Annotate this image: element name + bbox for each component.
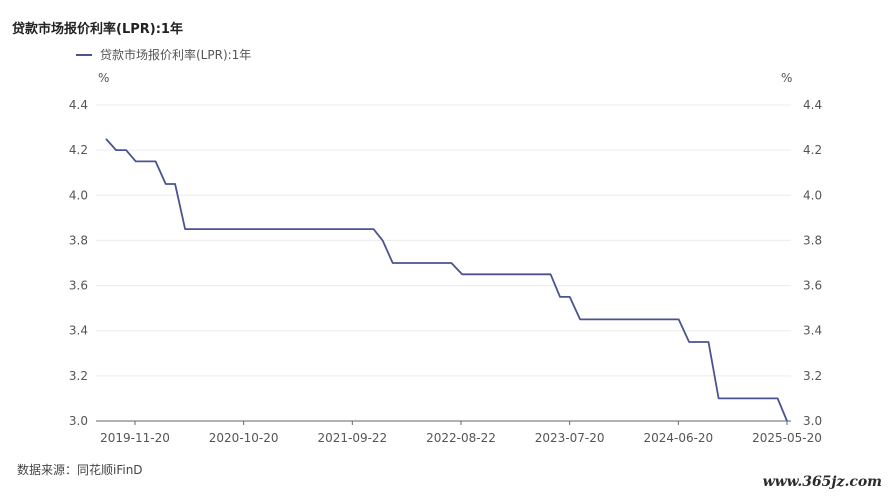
chart-title: 贷款市场报价利率(LPR):1年 xyxy=(12,22,183,37)
legend-swatch xyxy=(76,53,92,56)
data-point xyxy=(125,149,127,151)
data-point xyxy=(708,341,710,343)
data-point xyxy=(461,273,463,275)
x-tick-label: 2024-06-20 xyxy=(643,431,713,445)
data-point xyxy=(105,138,107,140)
y-tick-label-right: 3.6 xyxy=(803,279,822,293)
data-point xyxy=(550,273,552,275)
data-point xyxy=(569,296,571,298)
series-line-lpr-1y xyxy=(105,138,788,422)
data-point xyxy=(698,341,700,343)
x-tick-label: 2022-08-22 xyxy=(426,431,496,445)
y-tick-label-right: 4.4 xyxy=(803,98,822,112)
data-point xyxy=(135,161,137,163)
series-layer xyxy=(105,138,788,422)
legend[interactable]: 贷款市场报价利率(LPR):1年 xyxy=(76,46,251,63)
x-tick-label: 2020-10-20 xyxy=(209,431,279,445)
data-point xyxy=(194,228,196,230)
data-point xyxy=(184,228,186,230)
data-point xyxy=(450,262,452,264)
data-point xyxy=(115,149,117,151)
x-tick-label: 2021-09-22 xyxy=(317,431,387,445)
y-tick-label-left: 3.2 xyxy=(69,369,88,383)
data-point xyxy=(392,262,394,264)
data-point xyxy=(777,398,779,400)
data-point xyxy=(688,341,690,343)
data-point xyxy=(155,161,157,163)
data-point xyxy=(559,296,561,298)
y-tick-label-right: 4.2 xyxy=(803,143,822,157)
y-tick-label-left: 3.4 xyxy=(69,324,88,338)
x-tick-label: 2025-05-20 xyxy=(752,431,822,445)
y-tick-label-right: 3.4 xyxy=(803,324,822,338)
legend-label: 贷款市场报价利率(LPR):1年 xyxy=(100,48,252,62)
data-point xyxy=(174,183,176,185)
y-tick-label-left: 3.8 xyxy=(69,233,88,247)
data-point xyxy=(373,228,375,230)
watermark: www.365jz.com xyxy=(762,474,882,490)
y-tick-label-left: 4.0 xyxy=(69,188,88,202)
data-point xyxy=(579,319,581,321)
data-point xyxy=(145,161,147,163)
y-tick-label-left: 3.6 xyxy=(69,279,88,293)
y-tick-label-right: 3.0 xyxy=(803,414,822,428)
data-point xyxy=(165,183,167,185)
y-tick-label-left: 4.2 xyxy=(69,143,88,157)
y-unit-left: % xyxy=(98,71,109,85)
y-tick-label-right: 3.2 xyxy=(803,369,822,383)
y-tick-label-left: 4.4 xyxy=(69,98,88,112)
y-tick-label-right: 4.0 xyxy=(803,188,822,202)
axes: 4.4 4.4 4.2 4.2 4.0 4.0 3.8 3.8 3.6 3.6 3.4 3.4 3.2 3… xyxy=(69,71,822,445)
data-point xyxy=(786,420,788,422)
data-source: 数据来源：同花顺iFinD xyxy=(17,463,143,477)
data-point xyxy=(718,398,720,400)
data-point xyxy=(382,240,384,242)
y-tick-label-left: 3.0 xyxy=(69,414,88,428)
x-tick-label: 2019-11-20 xyxy=(100,431,170,445)
y-tick-label-right: 3.8 xyxy=(803,233,822,247)
y-unit-right: % xyxy=(781,71,792,85)
x-tick-label: 2023-07-20 xyxy=(535,431,605,445)
data-point xyxy=(678,319,680,321)
grid-lines xyxy=(96,104,791,377)
